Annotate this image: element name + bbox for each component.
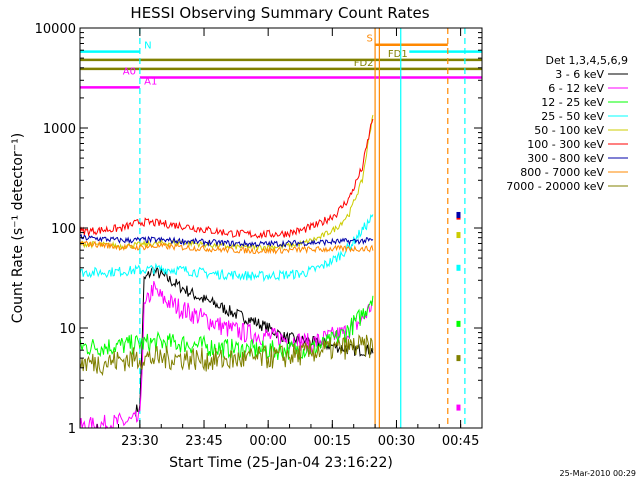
- series-line-8: [79, 334, 374, 377]
- series-line-5: [79, 118, 374, 240]
- legend-header: Det 1,3,4,5,6,9: [545, 54, 628, 67]
- late-marker-6: [456, 404, 461, 411]
- series-line-4: [79, 114, 374, 252]
- y-tick-label: 100: [51, 222, 76, 237]
- flag-label-s: S: [367, 34, 373, 45]
- series-line-6: [79, 233, 374, 248]
- x-axis: 23:30 23:45 00:00 00:15 00:30 00:45: [96, 28, 479, 449]
- late-marker-2: [456, 232, 461, 239]
- y-tick-label: 10: [59, 322, 76, 337]
- late-marker-5: [456, 355, 461, 362]
- chart-title: HESSI Observing Summary Count Rates: [130, 4, 429, 22]
- legend-label-1: 6 - 12 keV: [548, 82, 604, 95]
- series-line-7: [79, 240, 374, 255]
- series-line-3: [79, 214, 374, 283]
- footer-date: 25-Mar-2010 00:29: [560, 469, 637, 478]
- legend-label-6: 300 - 800 keV: [527, 152, 604, 165]
- legend-label-4: 50 - 100 keV: [534, 124, 604, 137]
- y-tick-label: 10000: [35, 22, 76, 37]
- y-tick-label: 1000: [43, 122, 76, 137]
- flag-bars: N S FD1 FD2 A0 A1: [80, 34, 482, 89]
- x-tick-label: 23:45: [185, 434, 222, 449]
- legend-label-3: 25 - 50 keV: [541, 110, 604, 123]
- y-axis-label: Count Rate (s⁻¹ detector⁻¹): [10, 133, 26, 323]
- x-axis-label: Start Time (25-Jan-04 23:16:22): [169, 455, 393, 471]
- y-tick-label: 1: [68, 422, 76, 437]
- y-axis: 1 10 100 1000 10000: [35, 22, 482, 437]
- series-line-1: [79, 280, 374, 430]
- x-tick-label: 00:00: [249, 434, 286, 449]
- legend-label-5: 100 - 300 keV: [527, 138, 604, 151]
- legend-label-7: 800 - 7000 keV: [520, 166, 604, 179]
- legend-label-0: 3 - 6 keV: [555, 68, 604, 81]
- x-tick-label: 23:30: [121, 434, 158, 449]
- flag-label-a0: A0: [123, 66, 136, 77]
- series-lines: [79, 114, 374, 430]
- flag-label-n: N: [144, 41, 151, 52]
- flag-label-fd1: FD1: [388, 49, 408, 60]
- x-tick-label: 00:15: [314, 434, 351, 449]
- x-tick-label: 00:30: [378, 434, 415, 449]
- x-tick-label: 00:45: [442, 434, 479, 449]
- legend-label-2: 12 - 25 keV: [541, 96, 604, 109]
- late-marker-1: [456, 211, 461, 218]
- late-markers: [456, 211, 461, 411]
- flag-label-fd2: FD2: [354, 58, 374, 69]
- flag-label-a1: A1: [144, 76, 157, 87]
- legend-label-8: 7000 - 20000 keV: [506, 180, 604, 193]
- late-marker-4: [456, 320, 461, 327]
- late-marker-3: [456, 264, 461, 271]
